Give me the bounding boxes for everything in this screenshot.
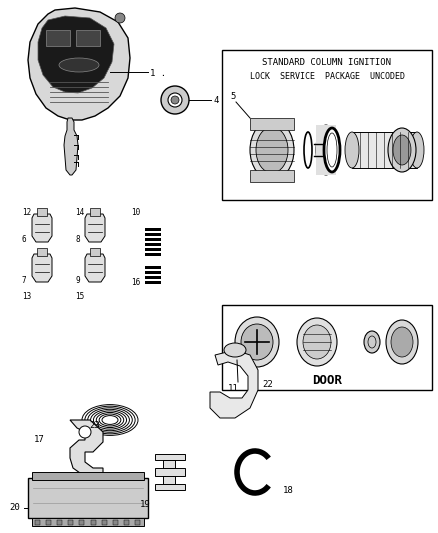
Bar (145, 253, 161, 256)
Polygon shape (85, 214, 105, 242)
Bar (135, 520, 140, 525)
Bar (145, 276, 161, 279)
Bar (145, 238, 161, 241)
Bar (102, 520, 107, 525)
Text: 5: 5 (230, 92, 235, 101)
Polygon shape (32, 214, 52, 242)
Ellipse shape (235, 317, 279, 367)
Bar (28, 478, 148, 518)
Circle shape (115, 13, 125, 23)
Ellipse shape (386, 320, 418, 364)
Bar (316, 125, 336, 175)
Ellipse shape (224, 343, 246, 357)
Bar (145, 271, 161, 274)
Ellipse shape (316, 125, 336, 175)
Bar (222, 305, 432, 390)
Bar (222, 50, 432, 200)
Polygon shape (38, 16, 114, 93)
Text: STANDARD COLUMN IGNITION: STANDARD COLUMN IGNITION (262, 58, 392, 67)
Bar (250, 170, 294, 182)
Bar (145, 266, 161, 269)
Bar (32, 518, 144, 526)
Text: 6: 6 (22, 235, 27, 244)
Text: 14: 14 (75, 208, 84, 217)
Text: 13: 13 (22, 292, 31, 301)
Ellipse shape (304, 132, 312, 168)
Text: 12: 12 (22, 208, 31, 217)
Text: 7: 7 (22, 276, 27, 285)
Text: DOOR: DOOR (312, 374, 342, 387)
Bar (46, 30, 70, 46)
Polygon shape (210, 350, 258, 418)
Bar (68, 520, 73, 525)
Text: 19: 19 (140, 500, 151, 509)
Ellipse shape (393, 135, 411, 165)
Bar (145, 248, 161, 251)
Text: 8: 8 (75, 235, 80, 244)
Polygon shape (70, 420, 103, 478)
Text: 18: 18 (283, 486, 294, 495)
Bar (145, 281, 161, 284)
Ellipse shape (391, 327, 413, 357)
Bar (90, 248, 100, 256)
Text: LOCK  SERVICE  PACKAGE  UNCODED: LOCK SERVICE PACKAGE UNCODED (250, 72, 405, 81)
Bar (124, 520, 129, 525)
Bar (113, 520, 118, 525)
Bar (250, 118, 294, 130)
Bar (145, 228, 161, 231)
Ellipse shape (410, 132, 424, 168)
Bar (352, 132, 417, 168)
Text: 17: 17 (34, 435, 45, 445)
Polygon shape (64, 118, 78, 175)
Ellipse shape (250, 120, 294, 180)
Circle shape (161, 86, 189, 114)
Bar (46, 520, 51, 525)
Ellipse shape (303, 325, 331, 359)
Bar (76, 30, 100, 46)
Bar (37, 248, 47, 256)
Ellipse shape (297, 318, 337, 366)
Bar (79, 520, 85, 525)
Ellipse shape (256, 127, 288, 173)
Polygon shape (28, 8, 130, 120)
Text: 1 .: 1 . (150, 69, 166, 78)
Text: 15: 15 (75, 292, 84, 301)
Text: 10: 10 (131, 208, 140, 217)
Bar (32, 472, 144, 480)
Ellipse shape (324, 128, 340, 172)
Text: 4: 4 (213, 96, 219, 105)
Polygon shape (32, 254, 52, 282)
Ellipse shape (388, 128, 416, 172)
Bar (90, 208, 100, 216)
Text: 16: 16 (131, 278, 140, 287)
Polygon shape (85, 254, 105, 282)
Bar (145, 243, 161, 246)
Ellipse shape (59, 58, 99, 72)
Text: 9: 9 (75, 276, 80, 285)
Bar (35, 520, 40, 525)
Text: 23: 23 (89, 421, 100, 430)
Ellipse shape (364, 331, 380, 353)
Bar (57, 520, 62, 525)
Text: 22: 22 (262, 380, 273, 389)
Bar (37, 208, 47, 216)
Polygon shape (155, 454, 185, 490)
Circle shape (168, 93, 182, 107)
Text: 20: 20 (9, 504, 20, 513)
Circle shape (171, 96, 179, 104)
Text: 11: 11 (228, 384, 239, 393)
Bar (91, 520, 95, 525)
Circle shape (79, 426, 91, 438)
Bar (145, 233, 161, 236)
Ellipse shape (241, 324, 273, 360)
Ellipse shape (345, 132, 359, 168)
